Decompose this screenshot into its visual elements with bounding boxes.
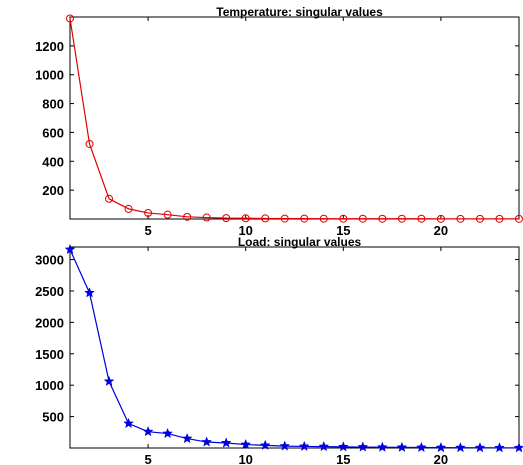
data-point-star: [84, 287, 95, 298]
data-point-star: [513, 442, 523, 453]
data-point-circle: [105, 194, 114, 203]
data-point-circle: [475, 214, 484, 223]
data-point-circle: [124, 204, 133, 213]
x-tick-label: 20: [434, 223, 448, 238]
data-point-circle: [280, 214, 289, 223]
data-point-circle: [202, 213, 211, 222]
data-point-circle: [222, 214, 231, 223]
data-point-star: [142, 425, 154, 437]
y-tick-label: 600: [42, 125, 64, 140]
y-tick-label: 1000: [35, 68, 64, 83]
data-point-circle: [339, 214, 348, 223]
data-point-star: [64, 243, 76, 255]
y-tick-label: 3000: [35, 253, 64, 268]
data-point-star: [494, 442, 505, 453]
chart-panel-2: Load: singular values 5 10 15 20 500 1000 1500 2…: [35, 235, 523, 465]
data-point-circle: [300, 214, 309, 223]
data-point-circle: [85, 139, 94, 148]
data-point-circle: [378, 214, 387, 223]
data-point-star: [357, 441, 369, 452]
data-point-circle: [397, 214, 406, 223]
x-tick-label: 20: [434, 452, 448, 465]
y-tick-label: 2000: [35, 315, 64, 330]
data-point-star: [259, 439, 271, 450]
data-point-star: [220, 437, 232, 448]
y-tick-label: 800: [42, 97, 64, 112]
data-point-star: [123, 417, 134, 429]
x-tick-label: 5: [144, 452, 151, 465]
data-point-circle: [144, 208, 153, 217]
x-tick-label: 15: [336, 223, 350, 238]
series-line: [69, 18, 519, 220]
x-tick-label: 10: [238, 223, 252, 238]
series-line: [69, 249, 519, 449]
data-point-circle: [436, 214, 445, 223]
y-tick-label: 2500: [35, 284, 64, 299]
data-point-circle: [241, 214, 250, 223]
plot-frame: [69, 16, 520, 220]
x-tick-label: 5: [144, 223, 151, 238]
data-point-circle: [66, 14, 74, 23]
data-point-star: [298, 440, 310, 452]
chart-title: Temperature: singular values: [216, 5, 383, 19]
data-point-star: [279, 440, 291, 451]
x-tick-label: 15: [336, 452, 350, 465]
data-point-circle: [358, 214, 367, 223]
data-point-star: [201, 436, 213, 447]
data-point-star: [103, 375, 115, 387]
chart-title: Load: singular values: [238, 235, 362, 249]
data-point-circle: [261, 214, 270, 223]
data-point-star: [240, 438, 252, 450]
data-point-star: [162, 427, 174, 439]
y-tick-label: 1500: [35, 347, 64, 362]
chart-panel-1: Temperature: singular values 5 10 15 20 200 40…: [35, 5, 523, 238]
data-point-star: [376, 441, 388, 452]
data-point-star: [454, 441, 466, 453]
y-tick-label: 1000: [35, 378, 64, 393]
plot-frame: [69, 246, 520, 449]
data-point-star: [415, 441, 427, 453]
data-point-star: [337, 441, 349, 452]
data-point-circle: [183, 212, 192, 221]
data-point-star: [181, 432, 193, 444]
y-tick-label: 400: [42, 154, 64, 169]
data-point-circle: [319, 214, 328, 223]
y-tick-label: 1200: [35, 39, 64, 54]
data-point-circle: [495, 214, 504, 223]
data-point-circle: [163, 210, 172, 219]
data-point-circle: [417, 214, 426, 223]
data-point-star: [318, 440, 330, 452]
data-point-circle: [456, 214, 465, 223]
data-point-star: [474, 442, 486, 453]
data-point-star: [396, 441, 408, 452]
data-point-star: [435, 441, 447, 453]
y-tick-label: 500: [42, 410, 64, 425]
y-tick-label: 200: [42, 183, 64, 198]
x-tick-label: 10: [238, 452, 252, 465]
